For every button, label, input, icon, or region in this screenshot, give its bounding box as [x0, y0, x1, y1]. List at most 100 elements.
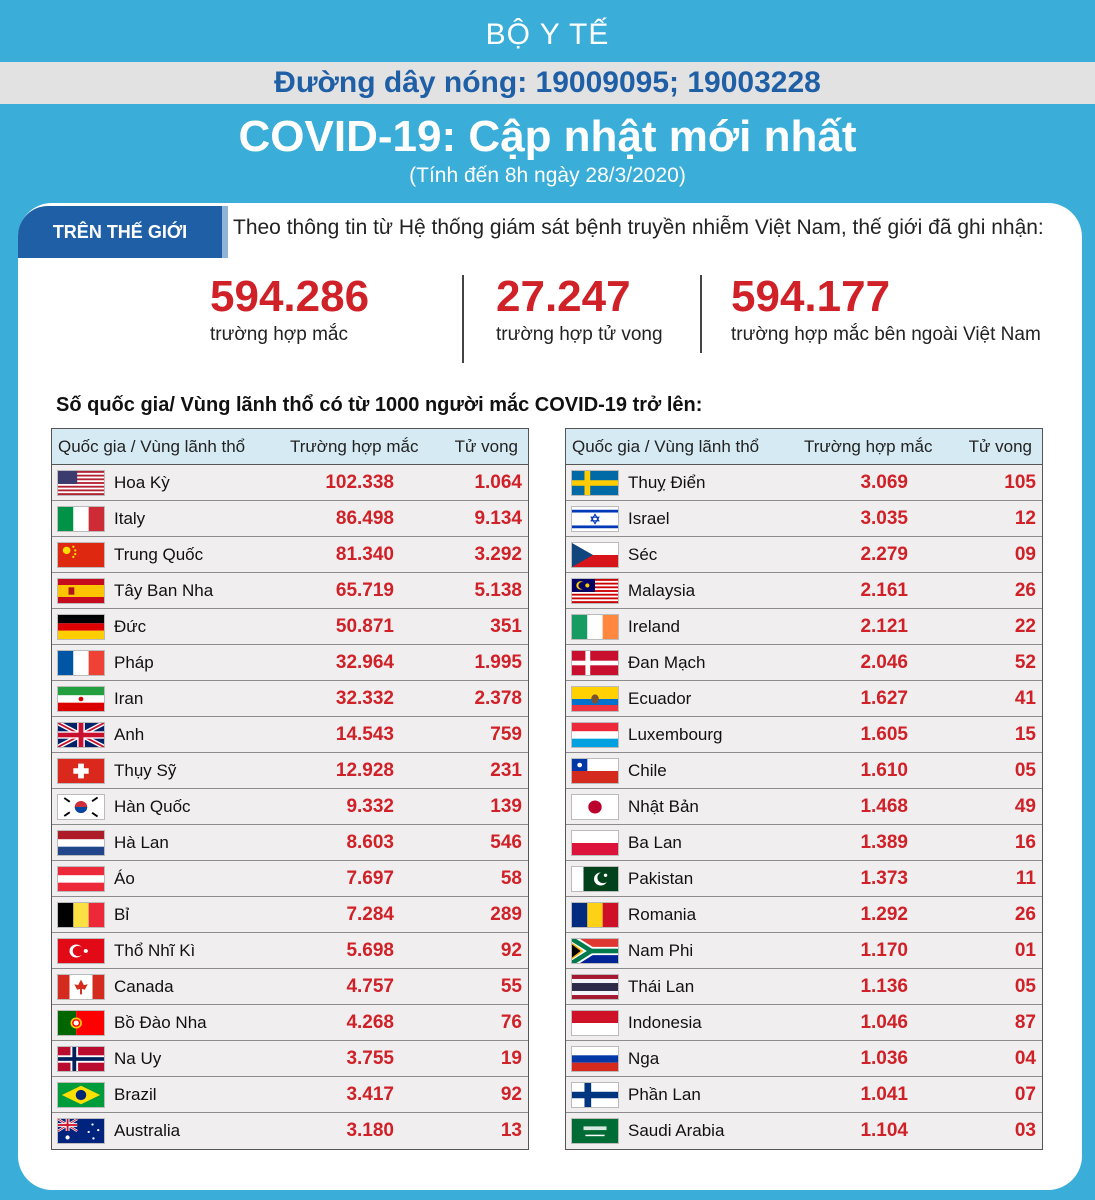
- table-row: Luxembourg 1.605 15: [566, 717, 1042, 753]
- flag-sa-icon: [571, 1118, 619, 1144]
- flag-my-icon: [571, 577, 619, 604]
- death-count: 2.378: [474, 687, 522, 709]
- death-count: 76: [500, 1011, 522, 1033]
- case-count: 1.627: [860, 687, 908, 709]
- table-row: Thái Lan 1.136 05: [566, 969, 1042, 1005]
- country-name: Luxembourg: [628, 724, 723, 744]
- table-row: Thuỵ Điển 3.069 105: [566, 465, 1042, 501]
- country-name: Nhật Bản: [628, 796, 699, 816]
- country-name: Tây Ban Nha: [114, 580, 214, 600]
- table-row: Đức 50.871 351: [52, 609, 528, 645]
- country-name: Na Uy: [114, 1048, 162, 1068]
- case-count: 1.605: [860, 723, 908, 745]
- table-row: Hoa Kỳ 102.338 1.064: [52, 465, 528, 501]
- stat-total-cases: 594.286 trường hợp mắc: [210, 272, 369, 346]
- table-row: Nam Phi 1.170 01: [566, 933, 1042, 969]
- stat-cases-outside-vietnam: 594.177 trường hợp mắc bên ngoài Việt Na…: [731, 272, 1041, 346]
- death-count: 5.138: [474, 579, 522, 601]
- death-count: 231: [490, 759, 522, 781]
- country-list-title: Số quốc gia/ Vùng lãnh thổ có từ 1000 ng…: [56, 394, 703, 416]
- flag-at-icon: [57, 865, 105, 892]
- table-header: Quốc gia / Vùng lãnh thổ Trường hợp mắc …: [52, 429, 528, 465]
- stat-label: trường hợp mắc bên ngoài Việt Nam: [731, 324, 1041, 345]
- death-count: 15: [1014, 723, 1036, 745]
- case-count: 32.332: [335, 687, 394, 709]
- death-count: 546: [490, 831, 522, 853]
- case-count: 2.161: [860, 579, 908, 601]
- death-count: 9.134: [474, 507, 522, 529]
- flag-fi-icon: [571, 1081, 619, 1108]
- table-row: Israel 3.035 12: [566, 501, 1042, 537]
- flag-ir-icon: [57, 685, 105, 712]
- death-count: 139: [490, 795, 522, 817]
- table-row: Hàn Quốc 9.332 139: [52, 789, 528, 825]
- flag-jp-icon: [571, 793, 619, 820]
- case-count: 1.292: [860, 903, 908, 925]
- flag-pl-icon: [571, 829, 619, 856]
- country-name: Phần Lan: [628, 1084, 701, 1104]
- country-name: Saudi Arabia: [628, 1121, 725, 1140]
- table-row: Saudi Arabia 1.104 03: [566, 1113, 1042, 1149]
- case-count: 65.719: [335, 579, 394, 601]
- flag-au-icon: [57, 1118, 105, 1144]
- flag-us-icon: [57, 469, 105, 496]
- case-count: 3.069: [860, 471, 908, 493]
- table-row: Thụy Sỹ 12.928 231: [52, 753, 528, 789]
- case-count: 14.543: [335, 723, 394, 745]
- death-count: 41: [1014, 687, 1036, 709]
- country-name: Brazil: [114, 1084, 157, 1104]
- world-section-tab: TRÊN THẾ GIỚI: [18, 206, 222, 258]
- flag-ch-icon: [57, 757, 105, 784]
- table-row: Ecuador 1.627 41: [566, 681, 1042, 717]
- country-table-right: Quốc gia / Vùng lãnh thổ Trường hợp mắc …: [565, 428, 1043, 1150]
- country-name: Hà Lan: [114, 832, 169, 852]
- update-date: (Tính đến 8h ngày 28/3/2020): [409, 164, 686, 187]
- table-row: Anh 14.543 759: [52, 717, 528, 753]
- death-count: 13: [500, 1120, 522, 1141]
- col-cases-header: Trường hợp mắc: [290, 436, 419, 456]
- case-count: 4.757: [346, 975, 394, 997]
- country-name: Nam Phi: [628, 940, 694, 960]
- death-count: 92: [500, 1083, 522, 1105]
- death-count: 26: [1014, 903, 1036, 925]
- country-name: Malaysia: [628, 580, 696, 600]
- flag-cl-icon: [571, 757, 619, 784]
- flag-be-icon: [57, 901, 105, 928]
- flag-id-icon: [571, 1009, 619, 1036]
- country-table-left: Quốc gia / Vùng lãnh thổ Trường hợp mắc …: [51, 428, 529, 1150]
- country-name: Australia: [114, 1121, 181, 1140]
- case-count: 102.338: [325, 471, 394, 493]
- death-count: 04: [1014, 1047, 1036, 1069]
- country-name: Bỉ: [114, 904, 130, 924]
- table-row: Indonesia 1.046 87: [566, 1005, 1042, 1041]
- country-name: Romania: [628, 904, 697, 924]
- death-count: 289: [490, 903, 522, 925]
- table-row: Pháp 32.964 1.995: [52, 645, 528, 681]
- case-count: 7.284: [346, 903, 394, 925]
- country-name: Áo: [114, 868, 135, 888]
- country-name: Thái Lan: [628, 976, 695, 996]
- table-row: Na Uy 3.755 19: [52, 1041, 528, 1077]
- col-deaths-header: Tử vong: [968, 436, 1032, 456]
- case-count: 1.468: [860, 795, 908, 817]
- stat-divider: [462, 275, 464, 363]
- case-count: 1.046: [860, 1011, 908, 1033]
- flag-tr-icon: [57, 937, 105, 964]
- death-count: 52: [1014, 651, 1036, 673]
- table-row: Italy 86.498 9.134: [52, 501, 528, 537]
- country-name: Ba Lan: [628, 832, 682, 852]
- table-row: Malaysia 2.161 26: [566, 573, 1042, 609]
- country-name: Anh: [114, 724, 145, 744]
- table-row: Brazil 3.417 92: [52, 1077, 528, 1113]
- flag-ro-icon: [571, 901, 619, 928]
- stat-value: 594.286: [210, 272, 370, 321]
- death-count: 351: [490, 615, 522, 637]
- case-count: 2.279: [860, 543, 908, 565]
- flag-il-icon: [571, 505, 619, 532]
- country-name: Hàn Quốc: [114, 796, 191, 816]
- stat-label: trường hợp tử vong: [496, 324, 663, 345]
- case-count: 2.046: [860, 651, 908, 673]
- col-deaths-header: Tử vong: [454, 436, 518, 456]
- table-row: Ireland 2.121 22: [566, 609, 1042, 645]
- table-row: Australia 3.180 13: [52, 1113, 528, 1149]
